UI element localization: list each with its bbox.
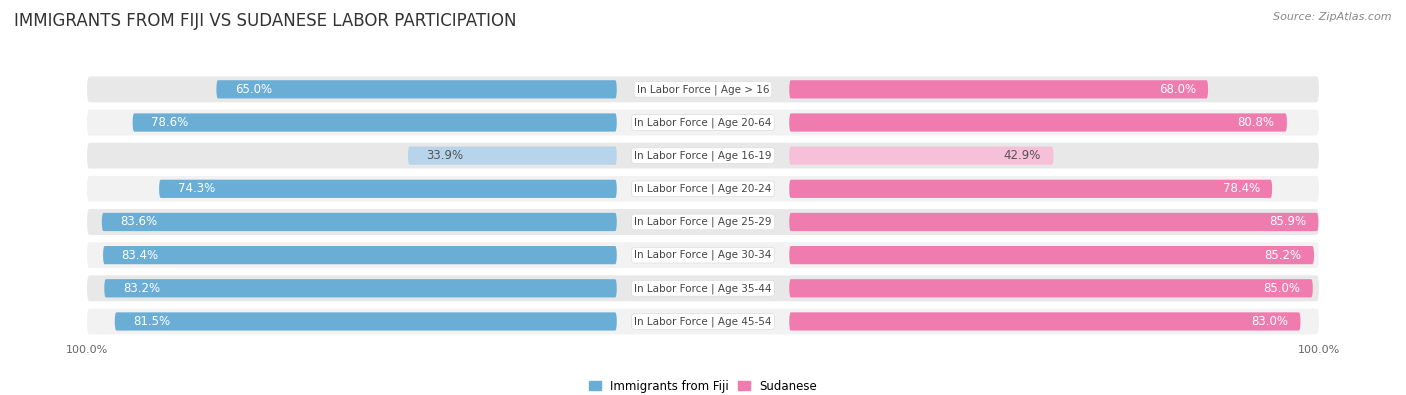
- FancyBboxPatch shape: [159, 180, 617, 198]
- Text: In Labor Force | Age 20-64: In Labor Force | Age 20-64: [634, 117, 772, 128]
- FancyBboxPatch shape: [408, 147, 617, 165]
- FancyBboxPatch shape: [87, 308, 1319, 335]
- Text: 68.0%: 68.0%: [1159, 83, 1195, 96]
- FancyBboxPatch shape: [115, 312, 617, 331]
- FancyBboxPatch shape: [789, 213, 1319, 231]
- Text: 85.9%: 85.9%: [1268, 216, 1306, 228]
- Text: 78.6%: 78.6%: [150, 116, 188, 129]
- FancyBboxPatch shape: [87, 109, 1319, 135]
- FancyBboxPatch shape: [789, 246, 1315, 264]
- Text: 83.6%: 83.6%: [121, 216, 157, 228]
- FancyBboxPatch shape: [87, 176, 1319, 202]
- FancyBboxPatch shape: [101, 213, 617, 231]
- Text: In Labor Force | Age 25-29: In Labor Force | Age 25-29: [634, 217, 772, 227]
- FancyBboxPatch shape: [132, 113, 617, 132]
- Text: 80.8%: 80.8%: [1237, 116, 1275, 129]
- Text: In Labor Force | Age > 16: In Labor Force | Age > 16: [637, 84, 769, 94]
- Text: 74.3%: 74.3%: [177, 182, 215, 195]
- Text: In Labor Force | Age 16-19: In Labor Force | Age 16-19: [634, 150, 772, 161]
- Text: 85.2%: 85.2%: [1264, 248, 1302, 261]
- Text: In Labor Force | Age 45-54: In Labor Force | Age 45-54: [634, 316, 772, 327]
- Legend: Immigrants from Fiji, Sudanese: Immigrants from Fiji, Sudanese: [589, 380, 817, 393]
- FancyBboxPatch shape: [87, 209, 1319, 235]
- FancyBboxPatch shape: [87, 242, 1319, 268]
- FancyBboxPatch shape: [103, 246, 617, 264]
- Text: In Labor Force | Age 35-44: In Labor Force | Age 35-44: [634, 283, 772, 293]
- Text: 65.0%: 65.0%: [235, 83, 271, 96]
- Text: 83.4%: 83.4%: [121, 248, 159, 261]
- FancyBboxPatch shape: [789, 180, 1272, 198]
- FancyBboxPatch shape: [789, 80, 1208, 98]
- FancyBboxPatch shape: [789, 279, 1313, 297]
- FancyBboxPatch shape: [789, 312, 1301, 331]
- Text: 83.2%: 83.2%: [122, 282, 160, 295]
- FancyBboxPatch shape: [789, 113, 1286, 132]
- FancyBboxPatch shape: [217, 80, 617, 98]
- Text: 42.9%: 42.9%: [1004, 149, 1042, 162]
- FancyBboxPatch shape: [87, 275, 1319, 301]
- Text: 78.4%: 78.4%: [1223, 182, 1260, 195]
- Text: IMMIGRANTS FROM FIJI VS SUDANESE LABOR PARTICIPATION: IMMIGRANTS FROM FIJI VS SUDANESE LABOR P…: [14, 12, 516, 30]
- FancyBboxPatch shape: [87, 143, 1319, 169]
- Text: In Labor Force | Age 20-24: In Labor Force | Age 20-24: [634, 184, 772, 194]
- Text: 83.0%: 83.0%: [1251, 315, 1288, 328]
- FancyBboxPatch shape: [789, 147, 1053, 165]
- Text: 81.5%: 81.5%: [134, 315, 170, 328]
- Text: In Labor Force | Age 30-34: In Labor Force | Age 30-34: [634, 250, 772, 260]
- FancyBboxPatch shape: [87, 76, 1319, 102]
- Text: Source: ZipAtlas.com: Source: ZipAtlas.com: [1274, 12, 1392, 22]
- FancyBboxPatch shape: [104, 279, 617, 297]
- Text: 33.9%: 33.9%: [426, 149, 464, 162]
- Text: 85.0%: 85.0%: [1264, 282, 1301, 295]
